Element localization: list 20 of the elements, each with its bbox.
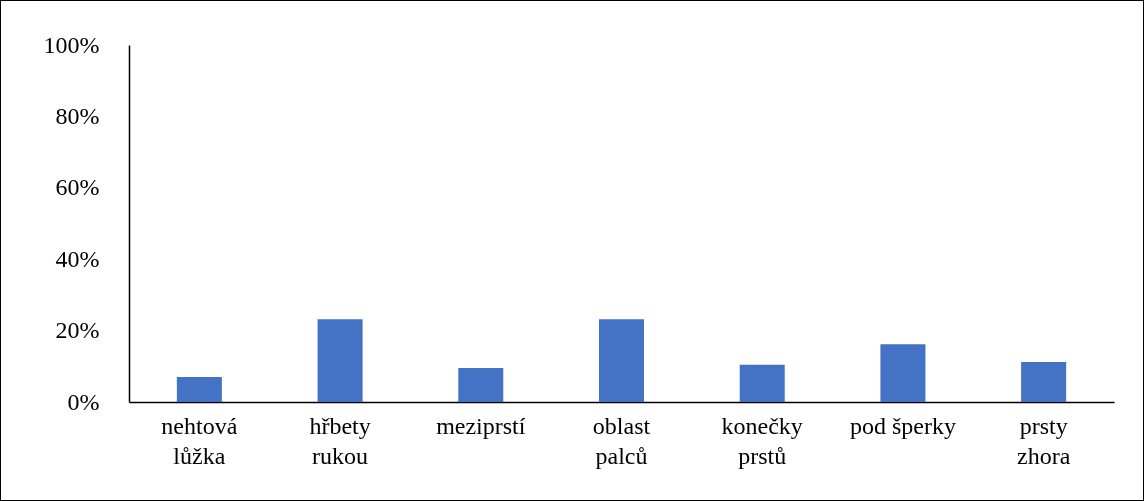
x-tick-label: meziprstí xyxy=(436,412,526,439)
y-tick-label: 20% xyxy=(55,317,100,344)
x-tick-label: pod šperky xyxy=(849,412,956,439)
y-tick-label: 60% xyxy=(55,174,100,201)
y-tick-label: 100% xyxy=(43,31,100,58)
bar xyxy=(317,319,363,402)
bar xyxy=(739,364,785,402)
bar xyxy=(176,377,222,402)
bar xyxy=(458,368,504,402)
x-tick-label: oblast palců xyxy=(592,412,651,469)
bar xyxy=(880,344,926,402)
bar xyxy=(1021,362,1067,402)
y-tick-label: 40% xyxy=(55,245,100,272)
x-tick-label: konečky prstů xyxy=(721,412,803,469)
y-tick-label: 80% xyxy=(55,102,100,129)
bar xyxy=(598,319,645,402)
y-tick-label: 0% xyxy=(67,388,100,415)
x-tick-label: nehtová lůžka xyxy=(161,412,238,469)
x-tick-label: prsty zhora xyxy=(1016,412,1071,469)
x-tick-label: hřbety rukou xyxy=(309,412,371,469)
